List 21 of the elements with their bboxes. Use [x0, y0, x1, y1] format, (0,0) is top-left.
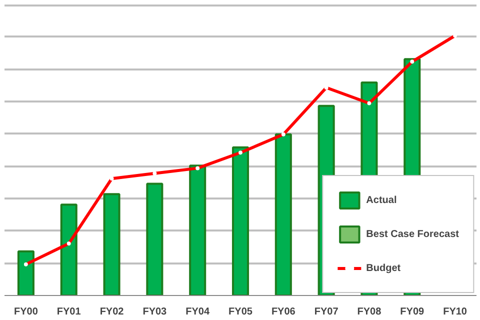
x-tick-label: FY00 — [14, 306, 38, 318]
bar — [274, 133, 292, 296]
x-tick-label: FY01 — [56, 306, 82, 318]
x-tick-label: FY07 — [314, 306, 339, 318]
x-tick-label: FY04 — [186, 306, 210, 318]
legend-label: Best Case Forecast — [366, 228, 459, 240]
x-tick-label: FY08 — [357, 306, 382, 318]
bar — [103, 193, 120, 296]
x-tick-label: FY10 — [443, 306, 468, 318]
x-tick-label: FY03 — [142, 306, 168, 318]
bar — [232, 146, 250, 296]
bar — [60, 204, 78, 296]
x-tick-label: FY02 — [100, 306, 124, 318]
bar — [146, 182, 164, 296]
legend-label: Actual — [366, 194, 397, 206]
bar — [17, 250, 34, 296]
bar — [189, 164, 206, 296]
x-tick-label: FY05 — [228, 306, 253, 318]
x-tick-label: FY09 — [400, 306, 425, 318]
legend-label: Budget — [366, 262, 401, 274]
x-tick-label: FY06 — [271, 306, 296, 318]
